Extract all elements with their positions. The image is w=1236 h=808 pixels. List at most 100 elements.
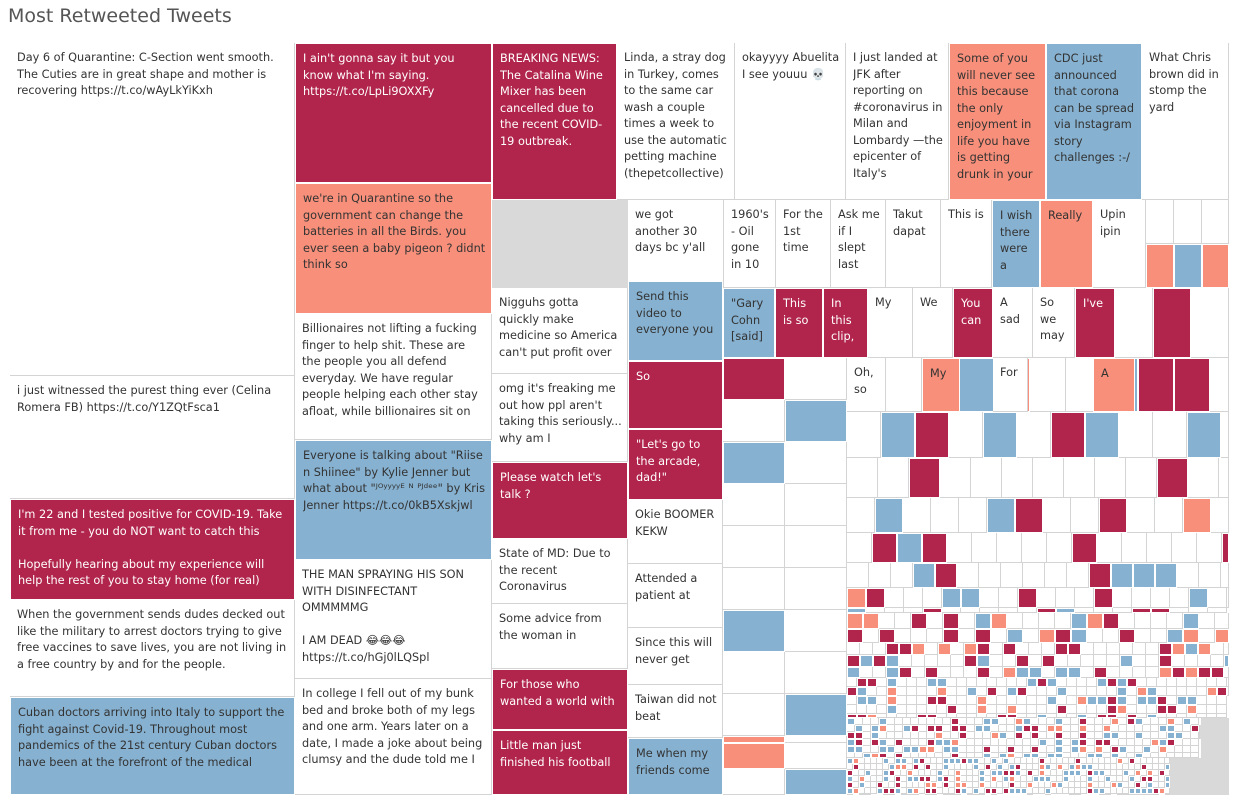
tweet-tile-unlabeled[interactable]: [1111, 788, 1117, 794]
tweet-tile-unlabeled[interactable]: [897, 687, 907, 696]
tweet-tile-unlabeled[interactable]: [1127, 753, 1135, 758]
tweet-tile-unlabeled[interactable]: [1132, 588, 1151, 608]
tweet-tile-unlabeled[interactable]: [1159, 667, 1172, 678]
tweet-tile-unlabeled[interactable]: [1031, 725, 1039, 732]
tweet-tile-unlabeled[interactable]: [1081, 776, 1087, 782]
tweet-tile-unlabeled[interactable]: [979, 764, 985, 770]
tweet-tile[interactable]: CDC just announced that corona can be sp…: [1046, 43, 1142, 200]
tweet-tile[interactable]: Me when my friends come: [628, 738, 723, 795]
tweet-tile-unlabeled[interactable]: [1135, 753, 1143, 758]
tweet-tile[interactable]: So: [628, 361, 723, 429]
tweet-tile-unlabeled[interactable]: [847, 758, 853, 764]
tweet-tile-unlabeled[interactable]: [931, 770, 937, 776]
tweet-tile-unlabeled[interactable]: [1217, 687, 1227, 696]
tweet-tile-unlabeled[interactable]: [1107, 655, 1120, 667]
tweet-tile-unlabeled[interactable]: [943, 758, 949, 764]
tweet-tile-unlabeled[interactable]: [1017, 705, 1027, 714]
tweet-tile-unlabeled[interactable]: [1009, 794, 1015, 795]
tweet-tile-unlabeled[interactable]: [1063, 739, 1071, 746]
tweet-tile-unlabeled[interactable]: [961, 770, 967, 776]
tweet-tile-unlabeled[interactable]: [955, 758, 961, 764]
tweet-tile-unlabeled[interactable]: [871, 788, 877, 794]
tweet-tile-unlabeled[interactable]: [867, 696, 877, 705]
tweet-tile-unlabeled[interactable]: [1079, 718, 1087, 725]
tweet-tile-unlabeled[interactable]: [975, 753, 983, 758]
tweet-tile-unlabeled[interactable]: [937, 764, 943, 770]
tweet-tile-unlabeled[interactable]: [973, 764, 979, 770]
tweet-tile[interactable]: okayyyy Abuelita I see youuu 💀: [735, 43, 846, 200]
tweet-tile-unlabeled[interactable]: [1175, 739, 1183, 746]
tweet-tile-unlabeled[interactable]: [1159, 753, 1167, 758]
tweet-tile-unlabeled[interactable]: [1172, 533, 1197, 563]
tweet-tile-unlabeled[interactable]: [1187, 678, 1197, 687]
tweet-tile-unlabeled[interactable]: [1127, 725, 1135, 732]
tweet-tile-unlabeled[interactable]: [1159, 746, 1167, 753]
tweet-tile-unlabeled[interactable]: [1111, 764, 1117, 770]
tweet-tile-unlabeled[interactable]: [1165, 776, 1170, 782]
tweet-tile-unlabeled[interactable]: [1211, 655, 1224, 667]
tweet-tile-unlabeled[interactable]: [1067, 696, 1077, 705]
tweet-tile-unlabeled[interactable]: [1107, 678, 1117, 687]
tweet-tile-unlabeled[interactable]: [1111, 746, 1119, 753]
tweet-tile-unlabeled[interactable]: [1107, 705, 1117, 714]
tweet-tile-unlabeled[interactable]: [1175, 753, 1183, 758]
tweet-tile-unlabeled[interactable]: [904, 588, 923, 608]
tweet-tile-unlabeled[interactable]: [1017, 687, 1027, 696]
tweet-tile-unlabeled[interactable]: [1170, 588, 1189, 608]
tweet-tile-unlabeled[interactable]: [1087, 705, 1097, 714]
tweet-tile-unlabeled[interactable]: [1099, 770, 1105, 776]
tweet-tile-unlabeled[interactable]: [903, 718, 911, 725]
tweet-tile-unlabeled[interactable]: [1009, 776, 1015, 782]
tweet-tile-unlabeled[interactable]: [1153, 794, 1159, 795]
tweet-tile-unlabeled[interactable]: [887, 714, 897, 718]
tweet-tile-unlabeled[interactable]: [1003, 788, 1009, 794]
tweet-tile-unlabeled[interactable]: [1183, 732, 1191, 739]
tweet-tile-unlabeled[interactable]: [1197, 533, 1222, 563]
tweet-tile-unlabeled[interactable]: [1146, 667, 1159, 678]
tweet-tile-unlabeled[interactable]: [1069, 782, 1075, 788]
tweet-tile-unlabeled[interactable]: [1075, 608, 1094, 613]
tweet-tile-unlabeled[interactable]: [1197, 705, 1207, 714]
tweet-tile-unlabeled[interactable]: [925, 788, 931, 794]
tweet-tile-unlabeled[interactable]: [847, 563, 869, 588]
tweet-tile-unlabeled[interactable]: [907, 764, 913, 770]
tweet-tile-unlabeled[interactable]: [887, 725, 895, 732]
tweet-tile-unlabeled[interactable]: [973, 794, 979, 795]
tweet-tile-unlabeled[interactable]: [913, 794, 919, 795]
tweet-tile-unlabeled[interactable]: [1133, 655, 1146, 667]
tweet-tile-unlabeled[interactable]: [1021, 788, 1027, 794]
tweet-tile-unlabeled[interactable]: [886, 655, 899, 667]
tweet-tile-unlabeled[interactable]: [1042, 643, 1055, 655]
tweet-tile-unlabeled[interactable]: [961, 782, 967, 788]
tweet-tile-unlabeled[interactable]: [847, 458, 878, 498]
tweet-tile-unlabeled[interactable]: [1202, 200, 1229, 244]
tweet-tile-unlabeled[interactable]: [895, 718, 903, 725]
tweet-tile-unlabeled[interactable]: [887, 678, 897, 687]
tweet-tile-unlabeled[interactable]: [997, 687, 1007, 696]
tweet-tile-unlabeled[interactable]: [785, 743, 847, 769]
tweet-tile-unlabeled[interactable]: [1135, 770, 1141, 776]
tweet-tile-unlabeled[interactable]: [1015, 732, 1023, 739]
tweet-tile-unlabeled[interactable]: [865, 782, 871, 788]
tweet-tile-unlabeled[interactable]: [959, 732, 967, 739]
tweet-tile-unlabeled[interactable]: [867, 687, 877, 696]
tweet-tile-unlabeled[interactable]: [723, 568, 785, 610]
tweet-tile-unlabeled[interactable]: [1153, 758, 1159, 764]
tweet-tile[interactable]: Little man just finished his football: [492, 730, 628, 795]
tweet-tile[interactable]: This is: [941, 200, 992, 288]
tweet-tile-unlabeled[interactable]: [1057, 788, 1063, 794]
tweet-tile-unlabeled[interactable]: [1027, 714, 1037, 718]
tweet-tile-unlabeled[interactable]: [943, 794, 949, 795]
tweet-tile-unlabeled[interactable]: [1107, 687, 1117, 696]
tweet-tile-unlabeled[interactable]: [1055, 718, 1063, 725]
tweet-tile-unlabeled[interactable]: [895, 758, 901, 764]
tweet-tile[interactable]: My: [868, 288, 913, 358]
tweet-tile-unlabeled[interactable]: [1002, 458, 1033, 498]
tweet-tile-unlabeled[interactable]: [877, 788, 883, 794]
tweet-tile-unlabeled[interactable]: [1117, 776, 1123, 782]
tweet-tile-unlabeled[interactable]: [1039, 739, 1047, 746]
tweet-tile-unlabeled[interactable]: [1187, 714, 1197, 718]
tweet-tile-unlabeled[interactable]: [1063, 725, 1071, 732]
tweet-tile-unlabeled[interactable]: [1191, 718, 1199, 725]
tweet-tile-unlabeled[interactable]: [1027, 788, 1033, 794]
